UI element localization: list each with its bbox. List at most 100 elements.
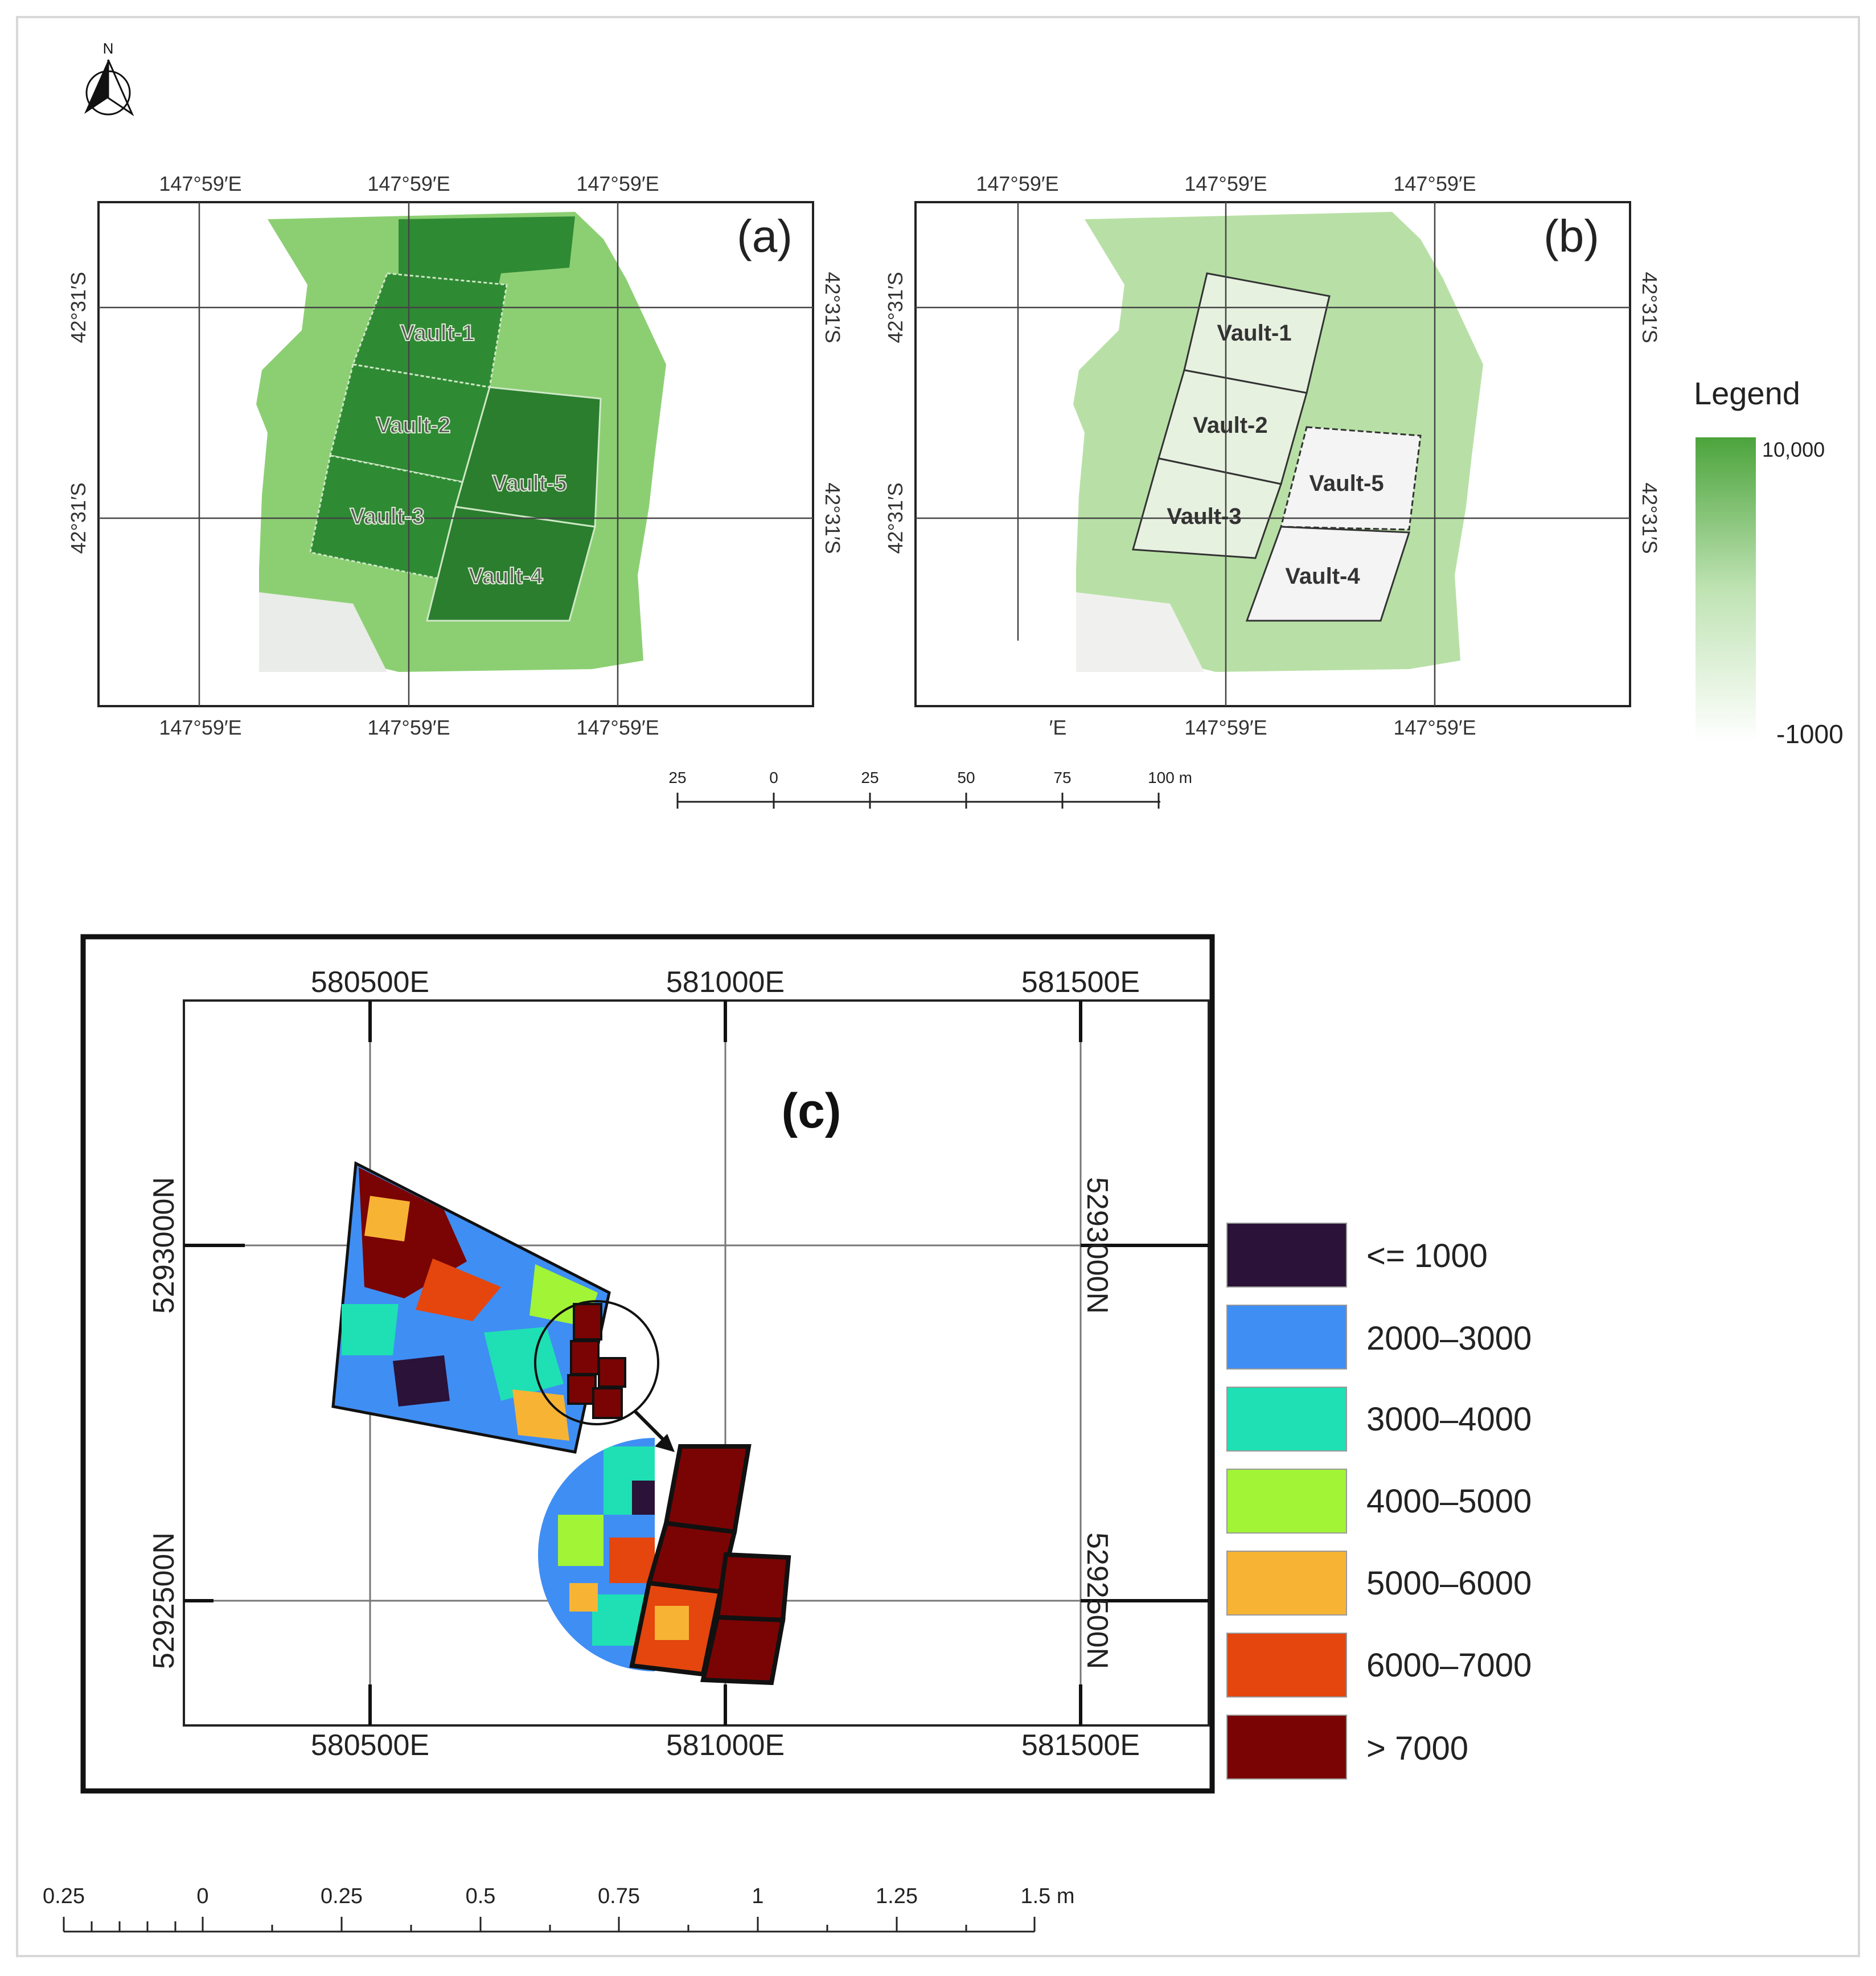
panel-c-inset-patch	[569, 1583, 598, 1612]
panel-b-vault-label: Vault-1	[1217, 321, 1291, 346]
legend-c-swatch	[1226, 1633, 1347, 1698]
panel-c-vault-cell	[570, 1340, 600, 1375]
panel-c-northing-left: 5293000N	[147, 1177, 180, 1314]
panel-a-lat-left: 42°31′S	[67, 482, 90, 554]
panel-c-zoom-arrow	[633, 1409, 669, 1445]
panel-c-zoom-arrow-head	[655, 1434, 675, 1452]
scalebar-bottom-label: 1.5 m	[1020, 1884, 1074, 1908]
legend-c-swatch	[1226, 1223, 1347, 1288]
panel-a-lon-bottom: 147°59′E	[576, 716, 659, 739]
panel-b-lat-right: 42°31′S	[1638, 482, 1661, 554]
panel-b-vault-3-polygon	[1132, 457, 1282, 559]
panel-b-vault-label: Vault-4	[1285, 564, 1360, 589]
legend-ab-title: Legend	[1694, 375, 1800, 411]
panel-c-inset-vault	[715, 1552, 791, 1623]
panel-b-lat-right: 42°31′S	[1638, 272, 1661, 343]
panel-b-lon-bottom: 147°59′E	[1184, 716, 1267, 739]
legend-c-label: > 7000	[1366, 1730, 1468, 1767]
panel-c-raster-patch	[364, 1196, 410, 1241]
panel-c-label: (c)	[781, 1084, 841, 1138]
panel-a-vault-label: Vault-3	[350, 504, 424, 529]
panel-c-raster-patch	[512, 1389, 569, 1441]
legend-ab: Legend 10,000 -1000	[1694, 375, 1844, 749]
north-arrow-icon	[84, 59, 134, 117]
scalebar-top-label: 100 m	[1148, 769, 1192, 786]
panel-c-easting-bottom: 581000E	[666, 1729, 785, 1762]
panel-a-pale-zone	[259, 592, 387, 672]
north-label: N	[103, 40, 114, 57]
panel-b-lon-bottom: 147°59′E	[1393, 716, 1476, 739]
panel-c-vault-cell	[592, 1387, 623, 1419]
panel-c-inset-patch	[655, 1606, 689, 1640]
scalebar-top-label: 50	[957, 769, 975, 786]
panel-b-label: (b)	[1544, 211, 1599, 261]
scalebar-bottom-label: 0.25	[321, 1884, 363, 1908]
panel-b-lon-top: 147°59′E	[1393, 172, 1476, 195]
panel-a-label: (a)	[737, 211, 793, 261]
panel-b-vault-4-polygon	[1245, 526, 1411, 622]
legend-c-label: 4000–5000	[1366, 1483, 1532, 1520]
panel-c-northing-left: 5292500N	[147, 1532, 180, 1669]
panel-c-inset-vault	[700, 1614, 786, 1686]
panel-a-vault-label: Vault-5	[492, 471, 567, 496]
panel-c-vault-cell	[598, 1357, 626, 1388]
north-arrow: N	[84, 40, 134, 117]
scalebar-bottom-label: 0.25	[43, 1884, 85, 1908]
panel-c-northing-right: 5292500N	[1081, 1532, 1114, 1669]
panel-a-lat-right: 42°31′S	[821, 272, 844, 343]
legend-c-swatch	[1226, 1551, 1347, 1616]
panel-c-raster-patch	[393, 1355, 450, 1407]
panel-a: Vault-1 Vault-2 Vault-5 Vault-3 Vault-4 …	[67, 172, 844, 739]
panel-a-lon-bottom: 147°59′E	[367, 716, 450, 739]
panel-b-lon-bottom: ′E	[1049, 716, 1067, 739]
legend-c: <= 1000 2000–3000 3000–4000 4000–5000 50…	[1226, 1223, 1532, 1780]
panel-a-vault-4-polygon	[426, 506, 596, 622]
scalebar-bottom-label: 0	[196, 1884, 208, 1908]
panel-c-inset-patch	[632, 1481, 655, 1515]
scalebar-top: 25 0 25 50 75 100 m	[668, 769, 1192, 809]
legend-c-swatch	[1226, 1387, 1347, 1452]
legend-ab-max: 10,000	[1762, 438, 1825, 461]
scalebar-bottom: 0.25 0 0.25 0.5 0.75 1 1.25 1.5 m	[43, 1884, 1075, 1933]
panel-b-pale-zone	[1076, 592, 1204, 672]
panel-c-inset-patch	[609, 1538, 655, 1583]
figure-border	[16, 16, 1860, 1957]
panel-a-lat-left: 42°31′S	[67, 272, 90, 343]
panel-a-vault-label: Vault-4	[468, 564, 543, 589]
panel-b-vault-label: Vault-5	[1309, 471, 1384, 496]
panel-a-lat-right: 42°31′S	[821, 482, 844, 554]
legend-c-label: 2000–3000	[1366, 1320, 1532, 1357]
panel-b-vault-5-polygon	[1280, 426, 1422, 531]
legend-ab-gradient-bar	[1696, 437, 1756, 742]
panel-c-raster-patch	[416, 1258, 501, 1321]
legend-c-swatch	[1226, 1715, 1347, 1780]
panel-c-zoom-circle	[534, 1300, 659, 1425]
panel-b-lat-left: 42°31′S	[884, 272, 907, 343]
panel-c: (c) 580500E 581000E 581500E 580500E 5810…	[80, 934, 1215, 1794]
legend-c-swatch	[1226, 1305, 1347, 1370]
panel-b-lat-left: 42°31′S	[884, 482, 907, 554]
panel-c-inset-vault	[663, 1444, 752, 1535]
scalebar-bottom-label: 0.5	[466, 1884, 496, 1908]
scalebar-bottom-label: 1.25	[876, 1884, 918, 1908]
panel-a-lon-top: 147°59′E	[367, 172, 450, 195]
scalebar-bottom-label: 0.75	[598, 1884, 640, 1908]
panel-a-lon-top: 147°59′E	[576, 172, 659, 195]
panel-c-raster-patch	[342, 1304, 399, 1355]
scalebar-top-label: 0	[769, 769, 778, 786]
legend-c-swatch	[1226, 1469, 1347, 1534]
panel-c-easting-bottom: 580500E	[311, 1729, 429, 1762]
panel-c-raster-patch	[484, 1327, 564, 1401]
panel-a-lon-bottom: 147°59′E	[159, 716, 241, 739]
scalebar-top-label: 75	[1053, 769, 1071, 786]
scalebar-top-label: 25	[668, 769, 686, 786]
legend-c-label: 5000–6000	[1366, 1565, 1532, 1602]
panel-a-lon-top: 147°59′E	[159, 172, 241, 195]
panel-b-vault-label: Vault-3	[1167, 504, 1241, 529]
panel-b-vault-label: Vault-2	[1193, 413, 1267, 438]
legend-c-label: <= 1000	[1366, 1237, 1488, 1274]
panel-b-lon-top: 147°59′E	[1184, 172, 1267, 195]
panel-c-vault-cell	[573, 1303, 602, 1340]
panel-a-vault-label: Vault-1	[400, 321, 474, 346]
